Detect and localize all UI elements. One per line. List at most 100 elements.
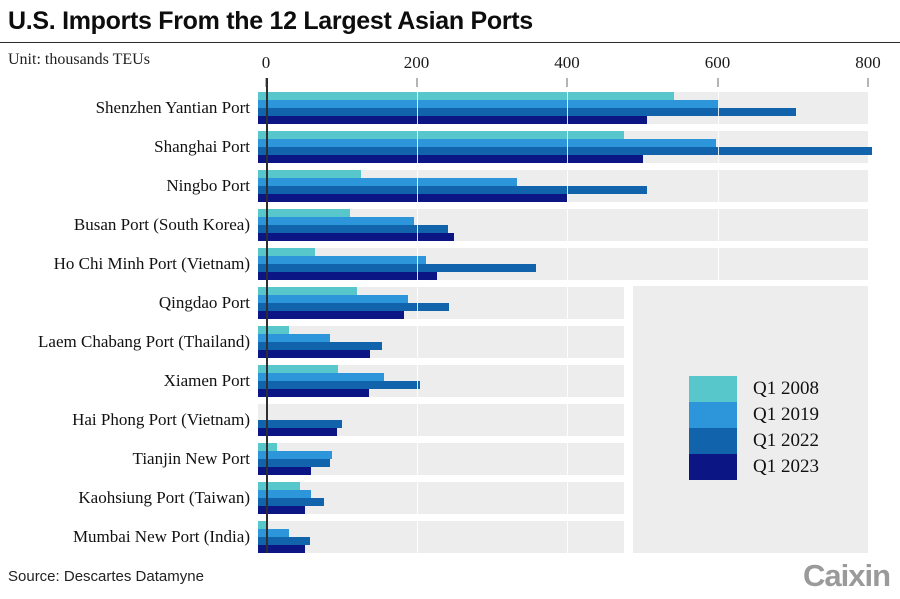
axis-tick-label: 800 (855, 53, 881, 72)
chart-title: U.S. Imports From the 12 Largest Asian P… (8, 7, 533, 35)
table-row: Qingdao Port (0, 283, 900, 322)
bar-q1-2022 (258, 419, 342, 428)
bar-q1-2023 (258, 310, 404, 319)
bar-q1-2022 (258, 263, 537, 272)
bar-q1-2022 (258, 380, 421, 389)
caixin-logo: Caixin (802, 558, 891, 593)
row-plot (258, 364, 868, 397)
legend-item: Q1 2008 (689, 376, 819, 402)
table-row: Xiamen Port (0, 361, 900, 400)
row-label: Shanghai Port (154, 136, 250, 156)
axis-tick-label: 400 (554, 53, 580, 72)
bar-q1-2019 (258, 216, 415, 225)
chart-header: U.S. Imports From the 12 Largest Asian P… (0, 0, 900, 43)
row-label: Kaohsiung Port (Taiwan) (78, 487, 250, 507)
row-plot (258, 130, 872, 163)
bar-q1-2019 (258, 99, 720, 108)
bar-q1-2023 (258, 115, 647, 124)
bar-q1-2023 (258, 193, 567, 202)
row-plot (258, 325, 868, 358)
row-label: Shenzhen Yantian Port (95, 97, 250, 117)
bar-q1-2022 (258, 341, 382, 350)
axis-tick-mark (566, 78, 568, 87)
bar-q1-2023 (258, 154, 644, 163)
bar-q1-2019 (258, 528, 290, 537)
row-plot (258, 169, 868, 202)
legend-item: Q1 2023 (689, 454, 819, 480)
legend-swatch (689, 428, 737, 454)
bar-q1-2022 (258, 107, 796, 116)
row-label: Tianjin New Port (132, 448, 250, 468)
row-label: Ningbo Port (166, 175, 250, 195)
bar-q1-2008 (258, 91, 674, 100)
row-band (258, 520, 624, 553)
legend-label: Q1 2023 (753, 456, 819, 477)
bar-q1-2022 (258, 497, 324, 506)
bar-q1-2008 (258, 364, 339, 373)
bar-q1-2008 (258, 286, 358, 295)
table-row: Mumbai New Port (India) (0, 517, 900, 556)
table-row: Kaohsiung Port (Taiwan) (0, 478, 900, 517)
table-row: Laem Chabang Port (Thailand) (0, 322, 900, 361)
axis-tick-mark (716, 78, 719, 87)
row-label: Hai Phong Port (Vietnam) (72, 409, 250, 429)
legend-swatch (689, 376, 737, 402)
row-label: Busan Port (South Korea) (73, 214, 250, 234)
table-row: Hai Phong Port (Vietnam) (0, 400, 900, 439)
legend-swatch (689, 454, 737, 480)
table-row: Ho Chi Minh Port (Vietnam) (0, 244, 900, 283)
axis-tick-label: 200 (403, 53, 430, 72)
bar-q1-2008 (258, 520, 266, 529)
legend-label: Q1 2008 (753, 378, 819, 399)
chart-footer: Source: Descartes Datamyne Caixin (0, 556, 900, 599)
bar-q1-2008 (258, 442, 278, 451)
unit-label: Unit: thousands TEUs (8, 51, 150, 68)
bar-q1-2022 (258, 302, 450, 311)
source-note: Source: Descartes Datamyne (8, 568, 204, 585)
bar-q1-2019 (258, 294, 409, 303)
axis-area: Unit: thousands TEUs 0 200 400 600 800 (0, 43, 900, 88)
row-label: Qingdao Port (158, 292, 250, 312)
bar-q1-2019 (258, 450, 332, 459)
chart-plot-area: Shenzhen Yantian Port Shanghai Port Ningbo… (0, 78, 900, 556)
axis-tick-mark (415, 78, 418, 87)
bar-q1-2023 (258, 544, 306, 553)
bar-q1-2023 (258, 505, 306, 514)
row-label: Mumbai New Port (India) (72, 526, 250, 546)
bar-q1-2008 (258, 208, 350, 217)
row-plot (258, 403, 868, 436)
row-label: Laem Chabang Port (Thailand) (38, 331, 250, 351)
table-row: Busan Port (South Korea) (0, 205, 900, 244)
row-plot (258, 286, 868, 319)
bar-q1-2022 (258, 536, 310, 545)
bar-q1-2022 (258, 458, 330, 467)
legend-label: Q1 2019 (753, 404, 819, 425)
axis-tick-label: 600 (704, 53, 731, 72)
axis-tick-mark (265, 78, 267, 87)
table-row: Shenzhen Yantian Port (0, 88, 900, 127)
bar-q1-2022 (258, 224, 448, 233)
row-plot (258, 481, 868, 514)
row-label: Ho Chi Minh Port (Vietnam) (53, 253, 250, 273)
row-plot (258, 442, 868, 475)
table-row: Ningbo Port (0, 166, 900, 205)
row-label: Xiamen Port (163, 370, 250, 390)
bar-q1-2022 (258, 185, 647, 194)
legend-entries: Q1 2008 Q1 2019 Q1 2022 Q1 2023 (689, 376, 819, 480)
bar-q1-2019 (258, 177, 518, 186)
row-plot (258, 520, 868, 553)
bar-q1-2023 (258, 232, 454, 241)
bar-q1-2019 (258, 333, 331, 342)
row-plot (258, 208, 868, 241)
bar-q1-2019 (258, 372, 384, 381)
row-plot (258, 91, 868, 124)
bar-q1-2022 (258, 146, 872, 155)
legend-item: Q1 2019 (689, 402, 819, 428)
table-row: Tianjin New Port (0, 439, 900, 478)
bar-q1-2019 (258, 255, 426, 264)
axis-tick-mark (867, 78, 869, 87)
bar-q1-2023 (258, 427, 337, 436)
table-row: Shanghai Port (0, 127, 900, 166)
bar-q1-2023 (258, 466, 312, 475)
